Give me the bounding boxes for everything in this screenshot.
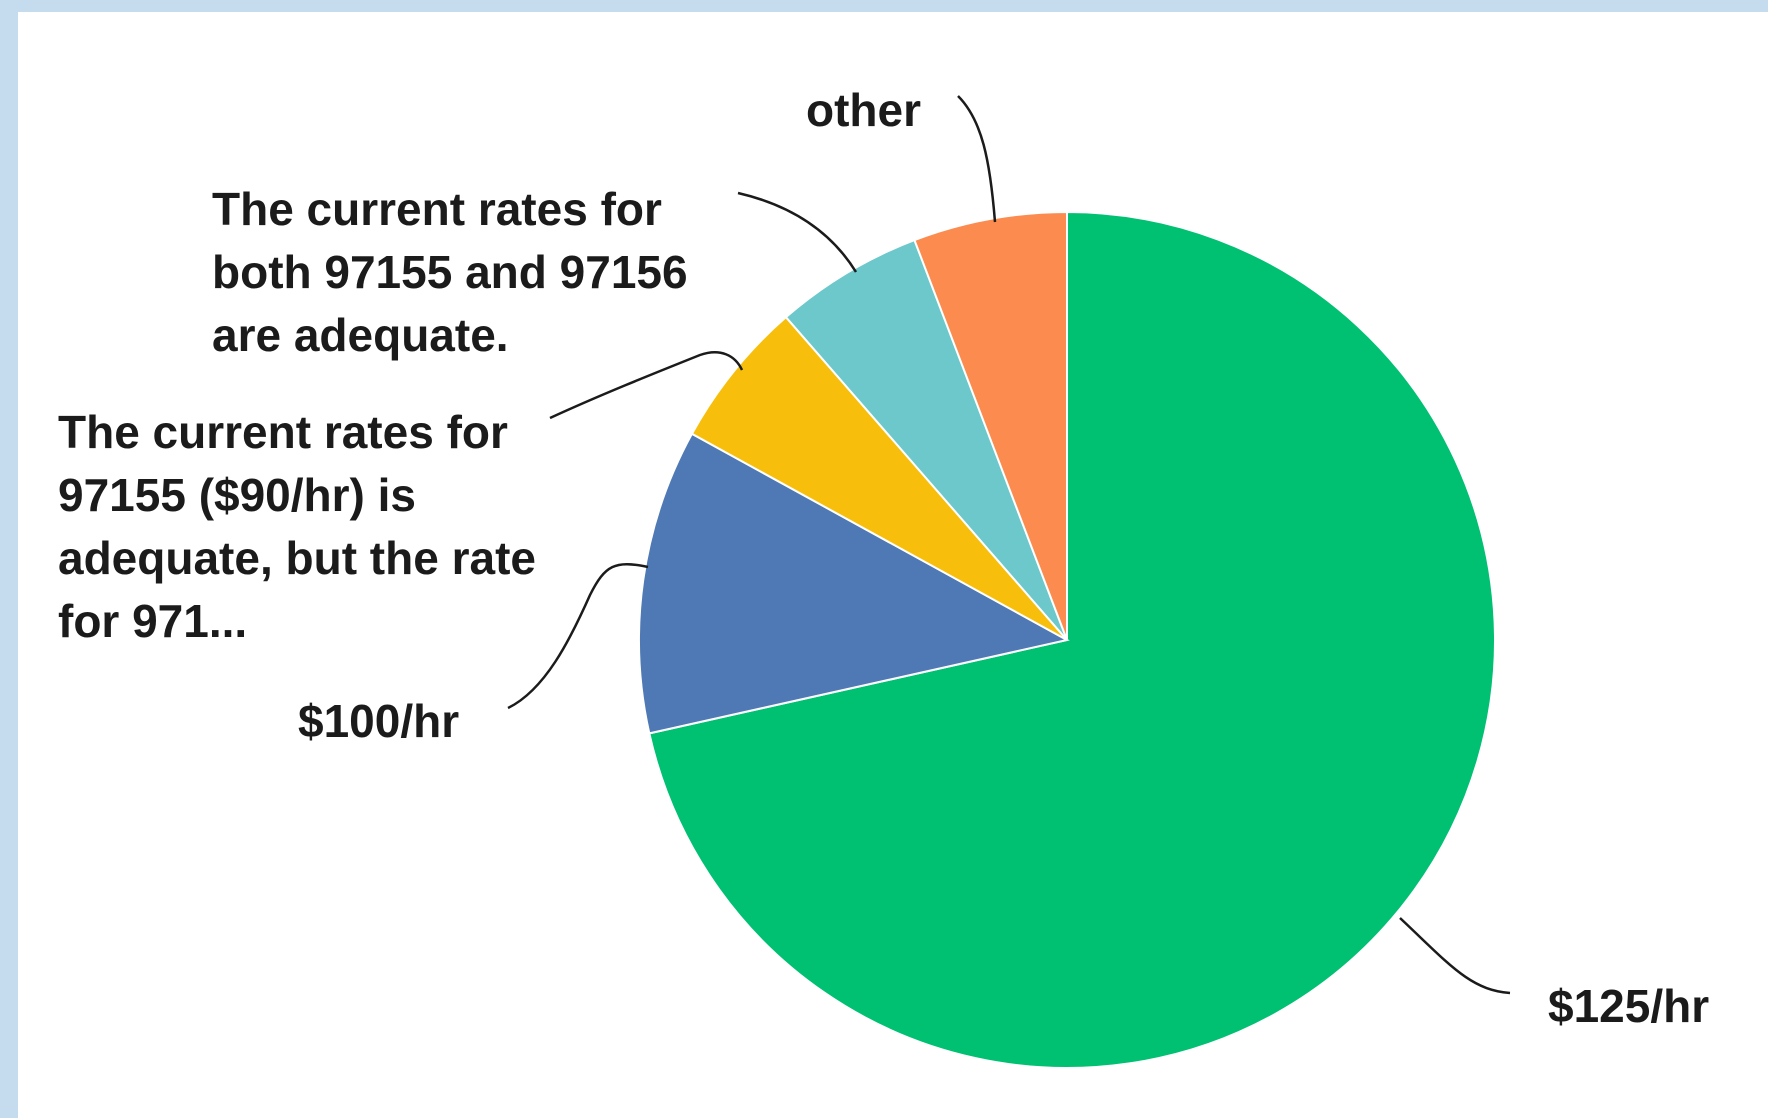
pie-slice-4	[913, 210, 1068, 641]
pie-slice-2	[690, 315, 1068, 641]
pie-slice-3	[784, 238, 1068, 641]
leader-line-1	[507, 563, 649, 710]
slice-label-line: 97155 ($90/hr) is	[58, 469, 416, 521]
slice-label-line: The current rates for	[212, 183, 662, 235]
slice-label-0: $125/hr	[1548, 980, 1709, 1032]
slice-label-line: for 971...	[58, 595, 247, 647]
slice-label-4: other	[806, 84, 921, 136]
pie-slice-1	[638, 432, 1070, 735]
leader-line-0	[1399, 917, 1511, 995]
leader-lines-layer	[507, 95, 1511, 995]
slice-label-line: The current rates for	[58, 406, 508, 458]
slice-label-line: other	[806, 84, 921, 136]
pie-slice-0	[648, 210, 1496, 1069]
slice-label-3: The current rates for both 97155 and 9715…	[212, 183, 688, 361]
slice-label-line: adequate, but the rate	[58, 532, 536, 584]
slice-label-line: are adequate.	[212, 309, 509, 361]
slices-layer	[638, 210, 1496, 1069]
leader-line-3	[737, 191, 858, 273]
leader-line-2	[549, 351, 744, 420]
slice-label-line: $125/hr	[1548, 980, 1709, 1032]
slice-label-line: both 97155 and 97156	[212, 246, 688, 298]
leader-line-4	[957, 95, 997, 223]
slice-label-1: $100/hr	[298, 695, 459, 747]
slice-label-2: The current rates for 97155 ($90/hr) is ad…	[58, 406, 536, 647]
labels-layer: $125/hr $100/hr The current rates for 97155…	[58, 84, 1709, 1032]
slice-label-line: $100/hr	[298, 695, 459, 747]
